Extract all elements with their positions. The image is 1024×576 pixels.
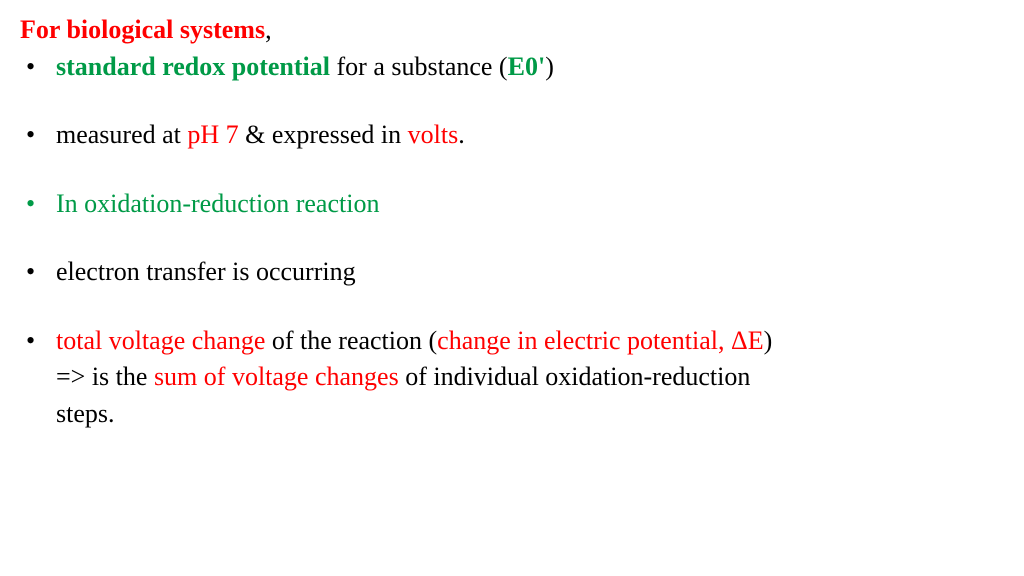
- text-span: => is the: [56, 362, 154, 391]
- bullet-list: standard redox potential for a substance…: [20, 51, 1004, 431]
- text-span: for a substance (: [330, 52, 508, 81]
- list-item: total voltage change of the reaction (ch…: [20, 325, 1004, 358]
- text-span: E0': [508, 52, 546, 81]
- text-span: change in electric potential, ΔE: [437, 326, 763, 355]
- slide: For biological systems, standard redox p…: [0, 0, 1024, 450]
- text-span: ): [764, 326, 773, 355]
- text-span: electron transfer is occurring: [56, 257, 356, 286]
- text-span: sum of voltage changes: [154, 362, 405, 391]
- text-span: .: [458, 120, 465, 149]
- text-span: pH 7: [187, 120, 238, 149]
- list-item-continuation: steps.: [20, 398, 1004, 431]
- text-span: In oxidation-reduction reaction: [56, 189, 379, 218]
- list-item: In oxidation-reduction reaction: [20, 188, 1004, 221]
- heading-tail: ,: [265, 15, 272, 44]
- heading: For biological systems,: [20, 14, 1004, 47]
- text-span: & expressed in: [239, 120, 408, 149]
- text-span: of individual oxidation-reduction: [405, 362, 750, 391]
- text-span: measured at: [56, 120, 187, 149]
- text-span: standard redox potential: [56, 52, 330, 81]
- list-item: measured at pH 7 & expressed in volts.: [20, 119, 1004, 152]
- text-span: total voltage change: [56, 326, 265, 355]
- text-span: volts: [408, 120, 459, 149]
- text-span: steps.: [56, 399, 115, 428]
- heading-strong: For biological systems: [20, 15, 265, 44]
- list-item-continuation: => is the sum of voltage changes of indi…: [20, 361, 1004, 394]
- list-item: standard redox potential for a substance…: [20, 51, 1004, 84]
- list-item: electron transfer is occurring: [20, 256, 1004, 289]
- text-span: ): [545, 52, 554, 81]
- text-span: of the reaction (: [265, 326, 437, 355]
